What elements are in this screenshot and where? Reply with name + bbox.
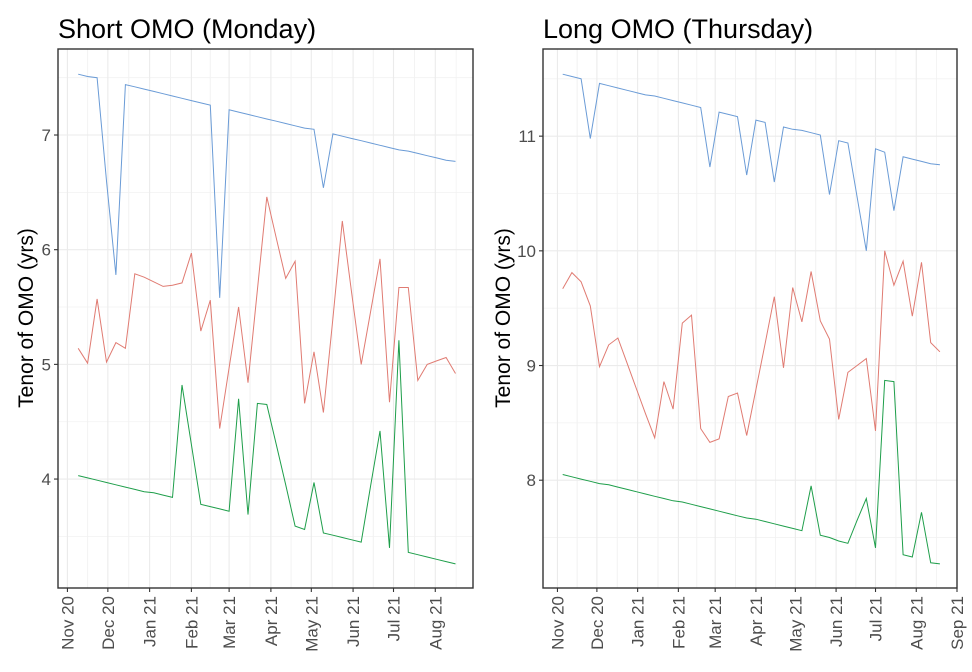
y-tick-label: 9 [527, 357, 536, 376]
x-tick-label: Nov 20 [58, 596, 77, 650]
x-tick-label: Sep 21 [948, 596, 967, 650]
panel-title: Short OMO (Monday) [58, 14, 316, 44]
panel-short-omo: Short OMO (Monday) Tenor of OMO (yrs) 4 5… [15, 14, 474, 652]
axes: 8 9 10 11 Nov 20 Dec 20 Jan 21 Feb 21 Mar 21 Apr … [517, 127, 967, 652]
series-line-red [77, 196, 456, 429]
x-tick-label: May 21 [302, 596, 321, 652]
x-tick-label: Mar 21 [220, 596, 239, 649]
x-tick-label: Jan 21 [629, 596, 648, 647]
x-tick-label: Aug 21 [907, 596, 926, 650]
x-tick-label: Feb 21 [669, 596, 688, 649]
x-tick-label: Jul 21 [385, 596, 404, 641]
axes: 4 5 6 7 Nov 20 Dec 20 Jan 21 Feb 21 Mar 21 Apr 21… [42, 126, 446, 652]
x-tick-label: Dec 20 [588, 596, 607, 650]
panel-title: Long OMO (Thursday) [543, 14, 813, 44]
x-tick-label: Aug 21 [426, 596, 445, 650]
x-tick-label: Jan 21 [141, 596, 160, 647]
x-tick-label: Jun 21 [344, 596, 363, 647]
plot-frame [542, 48, 958, 589]
series-line-red [562, 250, 941, 444]
x-tick-label: Nov 20 [548, 596, 567, 650]
gridlines [543, 49, 958, 588]
x-tick-label: Jul 21 [867, 596, 886, 641]
gridlines [58, 49, 473, 588]
series-line-green [78, 340, 456, 565]
x-tick-label: Apr 21 [747, 596, 766, 646]
series-lines [77, 73, 456, 565]
y-tick-label: 5 [42, 355, 51, 374]
y-tick-label: 6 [42, 241, 51, 260]
x-tick-label: Mar 21 [706, 596, 725, 649]
y-tick-label: 8 [527, 471, 536, 490]
series-line-blue [78, 73, 456, 298]
series-line-green [562, 379, 940, 565]
y-axis-label: Tenor of OMO (yrs) [15, 228, 38, 408]
x-tick-label: Jun 21 [827, 596, 846, 647]
x-tick-label: Apr 21 [262, 596, 281, 646]
x-tick-label: May 21 [786, 596, 805, 652]
x-tick-label: Feb 21 [182, 596, 201, 649]
series-lines [562, 73, 941, 565]
x-tick-label: Dec 20 [99, 596, 118, 650]
y-axis-label: Tenor of OMO (yrs) [492, 228, 515, 408]
y-tick-label: 7 [42, 126, 51, 145]
y-tick-label: 4 [42, 470, 51, 489]
series-line-blue [562, 73, 940, 251]
panel-long-omo: Long OMO (Thursday) Tenor of OMO (yrs) 8… [492, 14, 967, 652]
plot-frame [57, 48, 474, 589]
y-tick-label: 11 [518, 127, 536, 146]
y-tick-label: 10 [517, 242, 536, 261]
